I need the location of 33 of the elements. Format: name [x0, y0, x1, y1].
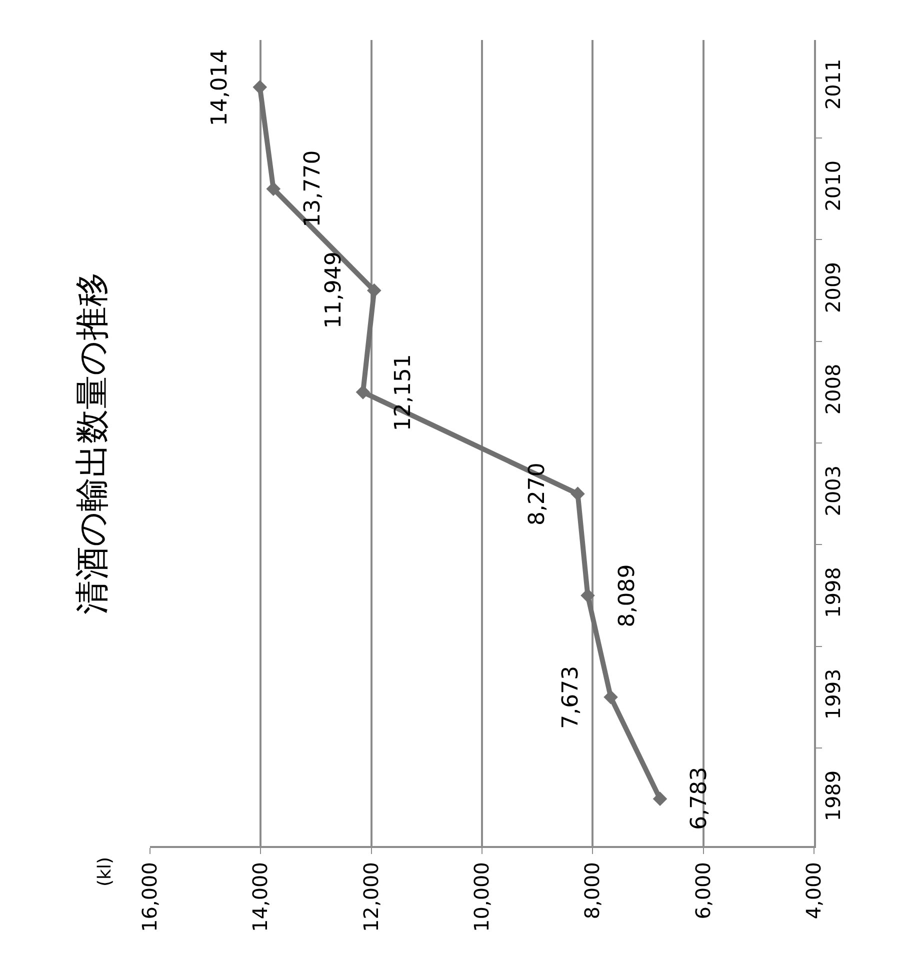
- x-tick-label: 14,000: [248, 862, 272, 932]
- data-label: 11,949: [322, 252, 347, 329]
- data-label: 8,270: [524, 462, 550, 526]
- point: [367, 283, 382, 298]
- x-tick-label: 6,000: [690, 862, 715, 920]
- y-tick-label: 2009: [821, 262, 845, 313]
- point: [604, 690, 618, 704]
- y-tick-label: 2003: [821, 465, 845, 516]
- data-label: 6,783: [687, 766, 712, 830]
- data-label: 12,151: [390, 354, 416, 432]
- data-label: 7,673: [558, 666, 584, 729]
- data-label: 13,770: [300, 150, 326, 228]
- x-tick-label: 8,000: [580, 862, 604, 920]
- text: 清酒の輸出数量の推移: [72, 272, 112, 614]
- data-label: 14,014: [208, 49, 233, 126]
- point: [652, 792, 668, 806]
- x-tick-label: 4,000: [802, 862, 826, 920]
- y-tick-label: 2011: [821, 58, 845, 110]
- y-tick-label: 1998: [821, 567, 845, 618]
- data-label: 8,089: [615, 564, 640, 628]
- point: [580, 588, 595, 603]
- x-tick-label: 16,000: [138, 862, 162, 932]
- y-tick-label: 2010: [821, 160, 845, 212]
- point: [356, 385, 370, 400]
- x-tick-label: 10,000: [470, 862, 494, 932]
- point: [266, 182, 281, 196]
- point: [570, 486, 585, 501]
- point: [252, 80, 268, 94]
- text: (kl): [94, 857, 116, 886]
- y-tick-label: 1989: [821, 770, 845, 822]
- y-tick-label: 1993: [821, 668, 845, 720]
- x-tick-label: 12,000: [358, 862, 383, 932]
- y-tick-label: 2008: [821, 364, 845, 415]
